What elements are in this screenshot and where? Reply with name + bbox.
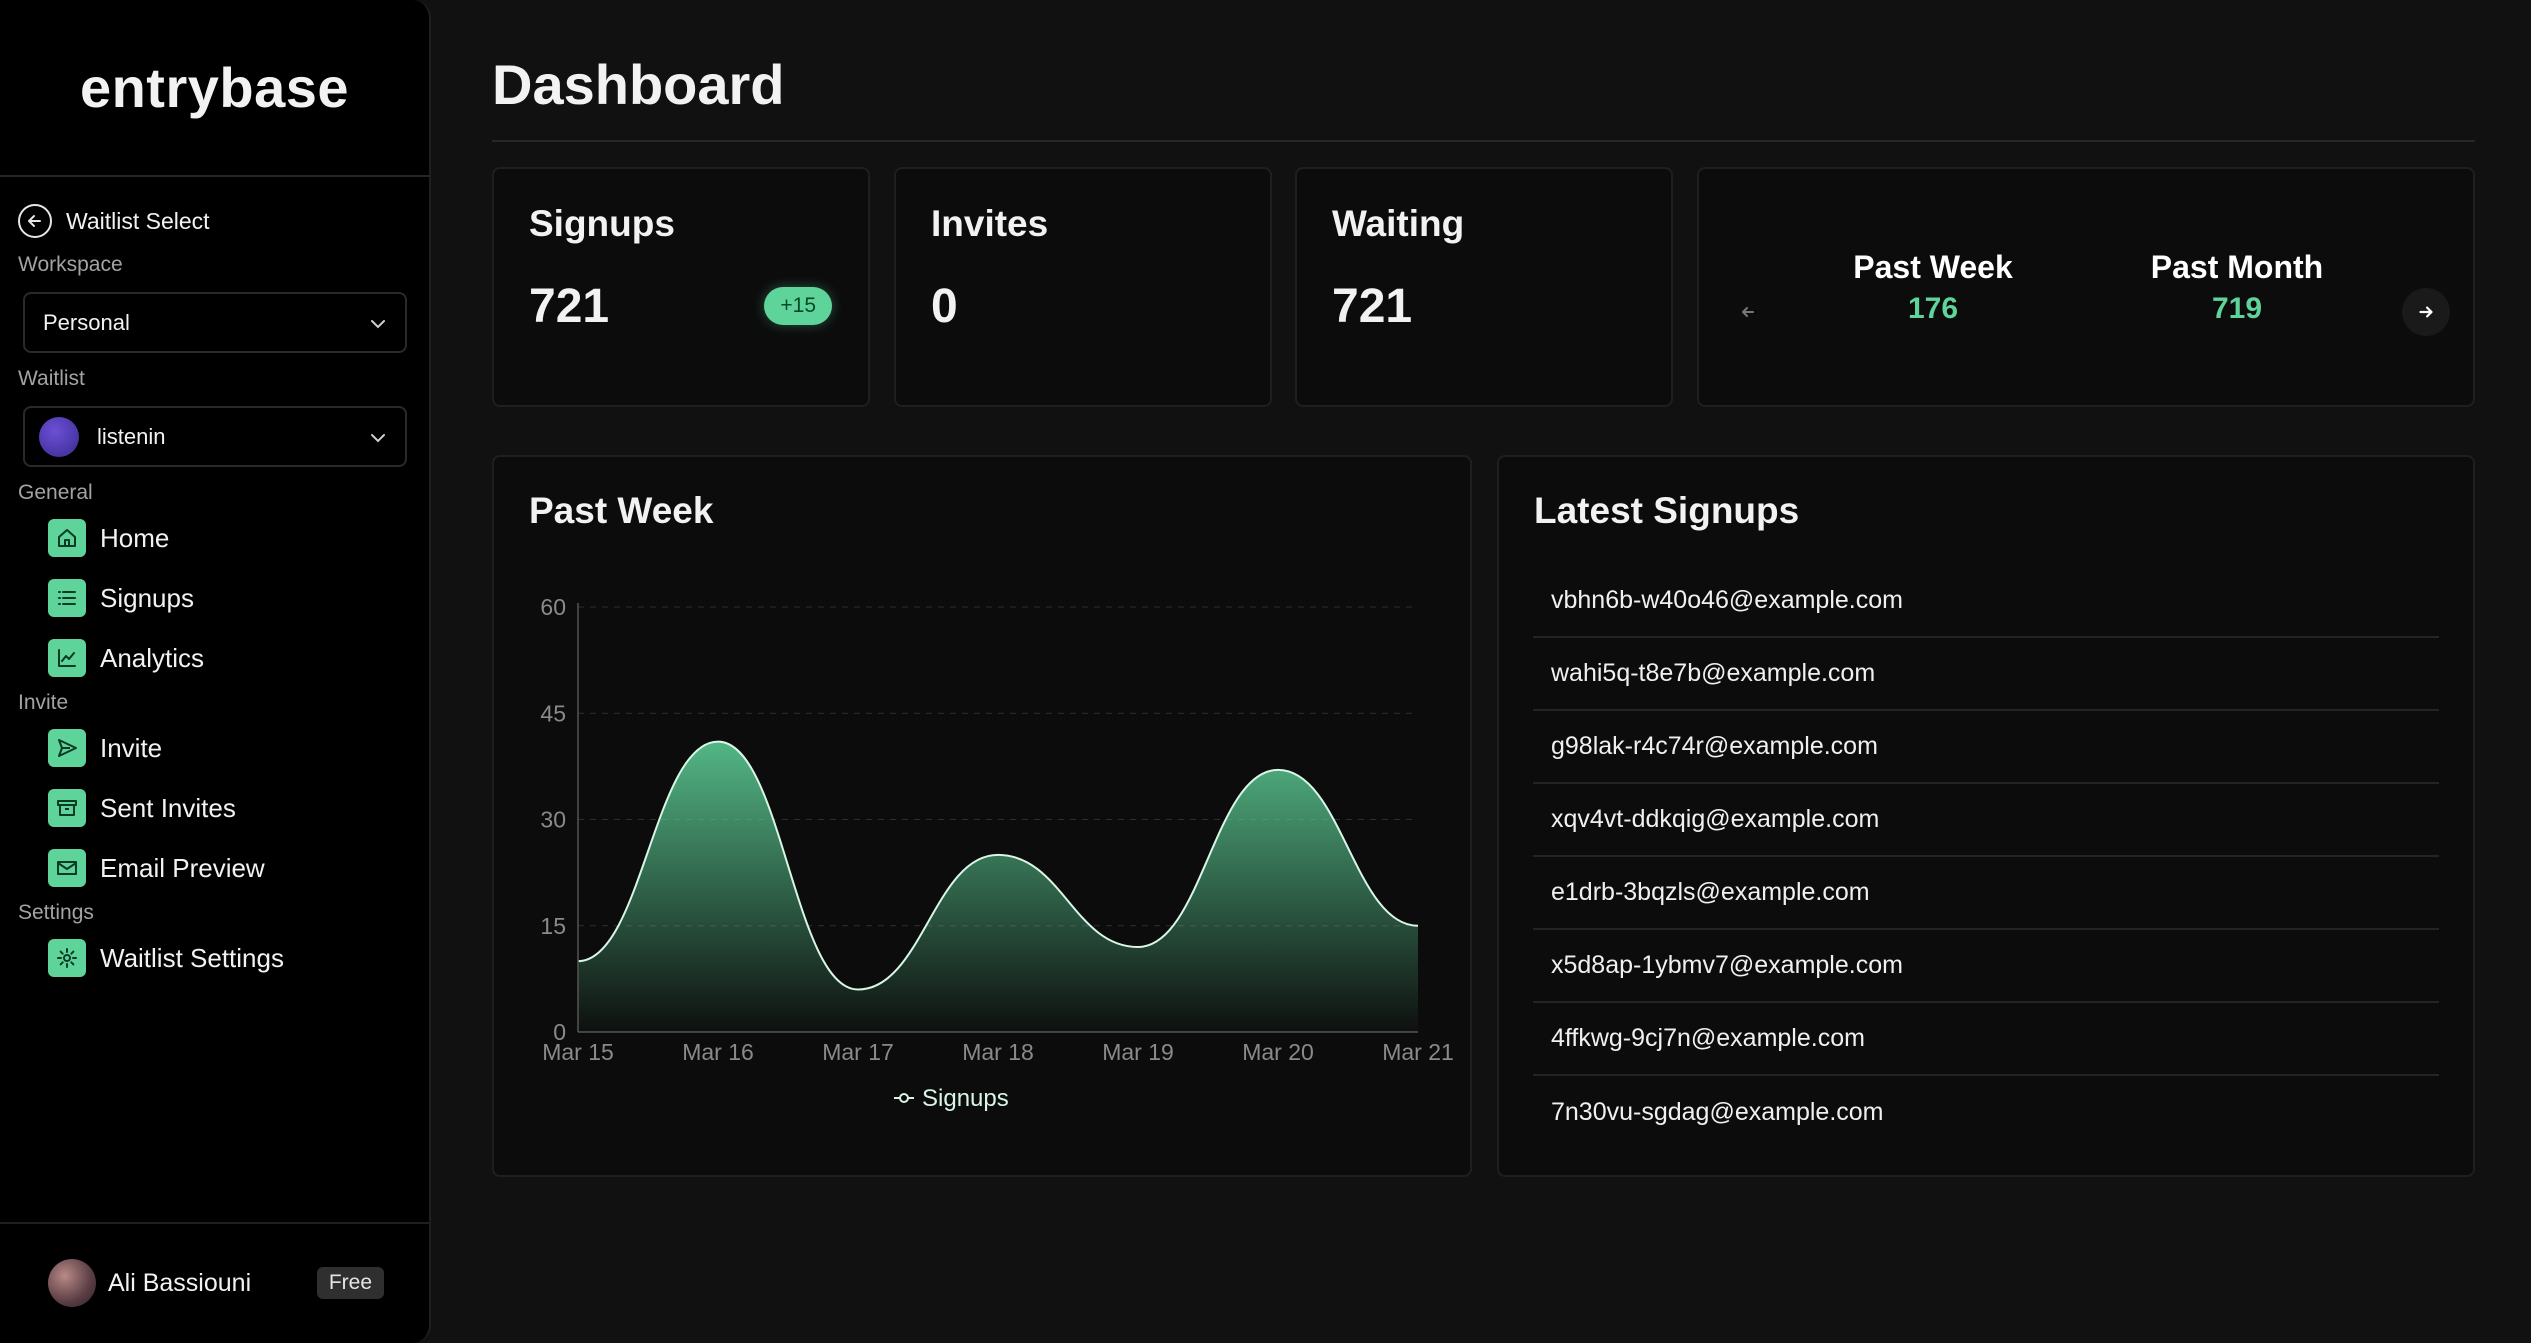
- waiting-stat-label: Waiting: [1332, 203, 1465, 244]
- x-tick-label: Mar 15: [542, 1039, 614, 1065]
- sidebar-item-label: Home: [100, 522, 170, 553]
- signups-stat-value: 721: [529, 280, 610, 333]
- legend-marker-icon: [899, 1093, 909, 1103]
- past-week-label: Past Week: [1853, 249, 2013, 285]
- period-card: Past Week 176 Past Month 719: [1697, 167, 2475, 407]
- latest-signups-title: Latest Signups: [1534, 490, 1800, 531]
- latest-signups-card: Latest Signups vbhn6b-w40o46@example.com…: [1497, 455, 2475, 1177]
- title-divider: [492, 140, 2475, 142]
- y-tick-label: 45: [540, 700, 566, 726]
- sidebar-item-signups[interactable]: Signups: [48, 579, 194, 617]
- waitlist-select-label: Waitlist Select: [66, 207, 210, 234]
- archive-icon: [48, 789, 86, 827]
- sidebar-item-home[interactable]: Home: [48, 519, 169, 557]
- home-icon: [48, 519, 86, 557]
- plan-badge: Free: [316, 1267, 384, 1299]
- section-settings: Settings: [18, 901, 94, 924]
- signups-delta-badge: +15: [764, 287, 832, 325]
- section-general: General: [18, 481, 93, 504]
- list-item[interactable]: e1drb-3bqzls@example.com: [1533, 857, 2439, 930]
- chevron-down-icon: [369, 424, 387, 450]
- avatar: [48, 1259, 96, 1307]
- page-title: Dashboard: [492, 53, 785, 116]
- waitlist-select[interactable]: listenin: [23, 406, 407, 467]
- legend-label: Signups: [922, 1085, 1009, 1112]
- sidebar-item-waitlist-settings[interactable]: Waitlist Settings: [48, 939, 284, 977]
- workspace-value: Personal: [43, 309, 130, 335]
- past-week-stat: Past Week 176: [1823, 249, 2043, 326]
- workspace-label: Workspace: [18, 253, 123, 276]
- sidebar-item-label: Analytics: [100, 642, 205, 673]
- list-item[interactable]: vbhn6b-w40o46@example.com: [1533, 565, 2439, 638]
- x-tick-label: Mar 18: [962, 1039, 1034, 1065]
- waiting-stat-card: Waiting 721: [1295, 167, 1673, 407]
- invites-stat-label: Invites: [931, 203, 1049, 244]
- signups-area: [578, 741, 1418, 1032]
- signups-stat-card: Signups 721 +15: [492, 167, 870, 407]
- arrow-left-icon: [1742, 307, 1754, 317]
- past-month-label: Past Month: [2150, 249, 2324, 285]
- mail-icon: [48, 849, 86, 887]
- workspace-select[interactable]: Personal: [23, 292, 407, 353]
- list-item[interactable]: g98lak-r4c74r@example.com: [1533, 711, 2439, 784]
- x-tick-label: Mar 19: [1102, 1039, 1174, 1065]
- arrow-left-icon: [18, 204, 52, 238]
- past-week-chart: 0 15 30 45 60 Mar 15 Mar 16 Mar 17 Mar 18 Mar 19 M…: [540, 594, 1454, 1112]
- y-tick-label: 0: [553, 1019, 566, 1045]
- waitlist-value: listenin: [97, 423, 166, 449]
- sidebar-item-label: Waitlist Settings: [100, 942, 284, 973]
- x-tick-label: Mar 16: [682, 1039, 754, 1065]
- past-week-chart-card: Past Week 0 15 30 45 60 Mar 15 Mar 16 Mar 17 Mar…: [492, 455, 1472, 1177]
- arrow-right-icon: [2419, 306, 2433, 318]
- list-icon: [48, 579, 86, 617]
- sidebar-item-label: Sent Invites: [100, 792, 236, 823]
- y-tick-label: 30: [540, 807, 566, 833]
- sidebar-item-email-preview[interactable]: Email Preview: [48, 849, 265, 887]
- sidebar-item-label: Email Preview: [100, 852, 265, 883]
- user-menu[interactable]: Ali Bassiouni Free: [48, 1259, 384, 1307]
- invites-stat-value: 0: [931, 280, 958, 333]
- past-month-stat: Past Month 719: [2127, 249, 2347, 326]
- list-item[interactable]: xqv4vt-ddkqig@example.com: [1533, 784, 2439, 857]
- invites-stat-card: Invites 0: [894, 167, 1272, 407]
- chevron-down-icon: [369, 310, 387, 336]
- previous-period-button[interactable]: [1724, 288, 1772, 336]
- list-item[interactable]: x5d8ap-1ybmv7@example.com: [1533, 930, 2439, 1003]
- x-tick-label: Mar 21: [1382, 1039, 1454, 1065]
- y-tick-label: 15: [540, 913, 566, 939]
- section-invite: Invite: [18, 691, 69, 714]
- signups-line: [577, 740, 1419, 991]
- past-month-value: 719: [2211, 292, 2263, 325]
- chart-card-title: Past Week: [529, 490, 714, 531]
- list-item[interactable]: 4ffkwg-9cj7n@example.com: [1533, 1003, 2439, 1076]
- waitlist-label: Waitlist: [18, 367, 85, 390]
- waiting-stat-value: 721: [1332, 280, 1413, 333]
- list-item[interactable]: wahi5q-t8e7b@example.com: [1533, 638, 2439, 711]
- gear-icon: [48, 939, 86, 977]
- send-icon: [48, 729, 86, 767]
- line-chart-icon: [48, 639, 86, 677]
- list-item[interactable]: 7n30vu-sgdag@example.com: [1551, 1098, 1884, 1126]
- sidebar-item-invite[interactable]: Invite: [48, 729, 162, 767]
- waitlist-avatar: [39, 416, 79, 457]
- sidebar: entrybase Waitlist Select Workspace Pers…: [0, 0, 431, 1343]
- y-tick-label: 60: [540, 594, 566, 620]
- sidebar-item-analytics[interactable]: Analytics: [48, 639, 204, 677]
- waitlist-select-back-button[interactable]: Waitlist Select: [18, 204, 210, 238]
- sidebar-divider: [0, 1222, 429, 1224]
- sidebar-item-label: Invite: [100, 732, 163, 763]
- x-tick-label: Mar 17: [822, 1039, 894, 1065]
- sidebar-item-sent-invites[interactable]: Sent Invites: [48, 789, 236, 827]
- next-period-button[interactable]: [2402, 288, 2450, 336]
- brand-logo[interactable]: entrybase: [0, 0, 429, 177]
- signups-stat-label: Signups: [529, 203, 675, 244]
- user-name: Ali Bassiouni: [108, 1268, 252, 1297]
- past-week-value: 176: [1907, 292, 1959, 325]
- sidebar-item-label: Signups: [100, 582, 194, 613]
- x-tick-label: Mar 20: [1242, 1039, 1314, 1065]
